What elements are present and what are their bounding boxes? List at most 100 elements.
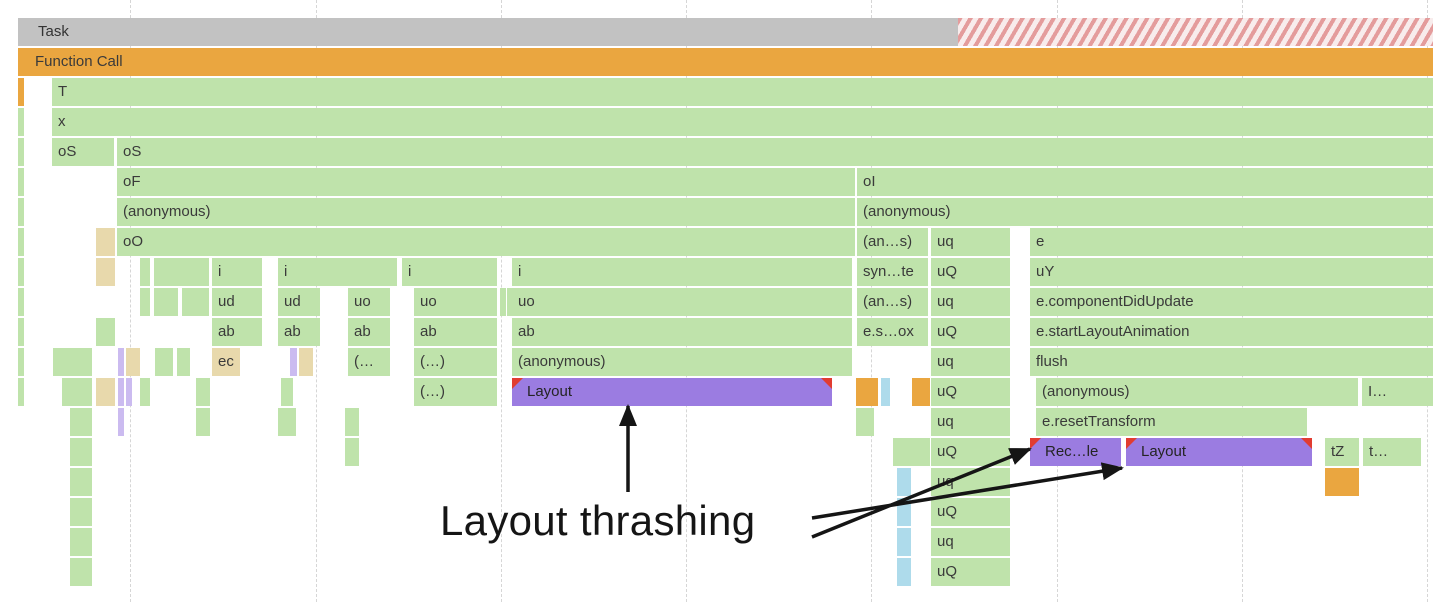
bar-green[interactable] <box>18 198 24 226</box>
bar-green[interactable] <box>96 318 115 346</box>
bar-ab[interactable]: ab <box>512 318 852 346</box>
bar-green[interactable] <box>18 318 24 346</box>
bar-uq[interactable]: uQ <box>931 438 1010 466</box>
bar-tz[interactable]: tZ <box>1325 438 1359 466</box>
bar-uq[interactable]: uq <box>931 468 1010 496</box>
bar-green[interactable] <box>70 528 92 556</box>
bar-uo[interactable]: uo <box>414 288 497 316</box>
bar-ab[interactable]: ab <box>348 318 390 346</box>
bar-green[interactable] <box>155 348 173 376</box>
bar-green[interactable] <box>18 258 24 286</box>
bar-rec-le[interactable]: Rec…le <box>1030 438 1121 466</box>
bar-green[interactable] <box>70 438 92 466</box>
bar-green[interactable] <box>62 378 92 406</box>
bar-lpurple[interactable] <box>118 378 124 406</box>
bar-green[interactable] <box>182 288 209 316</box>
bar-green[interactable] <box>154 258 209 286</box>
bar-oo[interactable]: oO <box>117 228 855 256</box>
bar-x[interactable]: x <box>52 108 1433 136</box>
bar-anonymous[interactable]: (anonymous) <box>512 348 852 376</box>
bar-green[interactable] <box>18 138 24 166</box>
bar-green[interactable] <box>507 288 513 316</box>
bar-orange[interactable] <box>912 378 930 406</box>
bar-green[interactable] <box>281 378 293 406</box>
bar-lpurple[interactable] <box>126 378 132 406</box>
bar-uq[interactable]: uQ <box>931 558 1010 586</box>
bar-ec[interactable]: ec <box>212 348 240 376</box>
bar-uq[interactable]: uq <box>931 348 1010 376</box>
bar-uq[interactable]: uQ <box>931 378 1010 406</box>
bar-an-s[interactable]: (an…s) <box>857 288 928 316</box>
bar-green[interactable] <box>70 558 92 586</box>
bar-orange[interactable] <box>18 78 24 106</box>
bar-oi[interactable]: oI <box>857 168 1433 196</box>
bar-blue[interactable] <box>897 468 911 496</box>
bar-green[interactable] <box>70 468 92 496</box>
bar-green[interactable] <box>196 408 210 436</box>
bar-ud[interactable]: ud <box>278 288 320 316</box>
bar-green[interactable] <box>196 378 210 406</box>
bar-ud[interactable]: ud <box>212 288 262 316</box>
bar-uo[interactable]: uo <box>348 288 390 316</box>
bar-ab[interactable]: ab <box>278 318 320 346</box>
bar-e-s-ox[interactable]: e.s…ox <box>857 318 928 346</box>
bar-green[interactable] <box>18 108 24 136</box>
bar-e[interactable]: e <box>1030 228 1433 256</box>
bar-e-startlayoutanimation[interactable]: e.startLayoutAnimation <box>1030 318 1433 346</box>
bar-i[interactable]: i <box>512 258 852 286</box>
bar-green[interactable] <box>53 348 92 376</box>
bar-uq[interactable]: uq <box>931 408 1010 436</box>
bar-function-call[interactable]: Function Call <box>18 48 1433 76</box>
bar-orange[interactable] <box>856 378 878 406</box>
bar-green[interactable] <box>278 408 296 436</box>
bar-uq[interactable]: uq <box>931 228 1010 256</box>
bar-syn-te[interactable]: syn…te <box>857 258 928 286</box>
bar-green[interactable] <box>345 438 359 466</box>
bar-beige[interactable] <box>96 378 115 406</box>
bar-frame[interactable]: (… <box>348 348 390 376</box>
bar-i[interactable]: i <box>278 258 397 286</box>
bar-green[interactable] <box>18 168 24 196</box>
bar-uo[interactable]: uo <box>512 288 852 316</box>
bar-green[interactable] <box>177 348 190 376</box>
bar-blue[interactable] <box>897 498 911 526</box>
bar-uq[interactable]: uQ <box>931 258 1010 286</box>
bar-uq[interactable]: uQ <box>931 318 1010 346</box>
bar-e-componentdidupdate[interactable]: e.componentDidUpdate <box>1030 288 1433 316</box>
bar-beige[interactable] <box>126 348 140 376</box>
bar-green[interactable] <box>154 288 178 316</box>
bar-beige[interactable] <box>96 228 115 256</box>
bar-layout[interactable]: Layout <box>1126 438 1312 466</box>
bar-os[interactable]: oS <box>52 138 114 166</box>
bar-t[interactable]: t… <box>1363 438 1421 466</box>
bar-frame[interactable]: (…) <box>414 378 497 406</box>
bar-blue[interactable] <box>897 528 911 556</box>
bar-an-s[interactable]: (an…s) <box>857 228 928 256</box>
bar-beige[interactable] <box>299 348 313 376</box>
bar-i[interactable]: I… <box>1362 378 1433 406</box>
bar-e-resettransform[interactable]: e.resetTransform <box>1036 408 1307 436</box>
bar-green[interactable] <box>893 438 930 466</box>
bar-anonymous[interactable]: (anonymous) <box>857 198 1433 226</box>
bar-layout[interactable]: Layout <box>512 378 832 406</box>
bar-green[interactable] <box>70 498 92 526</box>
bar-green[interactable] <box>18 228 24 256</box>
bar-green[interactable] <box>18 348 24 376</box>
bar-task[interactable]: Task <box>18 18 958 46</box>
bar-anonymous[interactable]: (anonymous) <box>117 198 855 226</box>
bar-beige[interactable] <box>96 258 115 286</box>
bar-uq[interactable]: uq <box>931 288 1010 316</box>
bar-i[interactable]: i <box>402 258 497 286</box>
bar-green[interactable] <box>500 288 506 316</box>
bar-lpurple[interactable] <box>118 348 124 376</box>
bar-uq[interactable]: uQ <box>931 498 1010 526</box>
bar-green[interactable] <box>856 408 874 436</box>
bar-uq[interactable]: uq <box>931 528 1010 556</box>
bar-os[interactable]: oS <box>117 138 1433 166</box>
bar-green[interactable] <box>18 288 24 316</box>
bar-ab[interactable]: ab <box>212 318 262 346</box>
bar-flush[interactable]: flush <box>1030 348 1433 376</box>
bar-green[interactable] <box>18 378 24 406</box>
bar-blue[interactable] <box>881 378 890 406</box>
bar-uy[interactable]: uY <box>1030 258 1433 286</box>
